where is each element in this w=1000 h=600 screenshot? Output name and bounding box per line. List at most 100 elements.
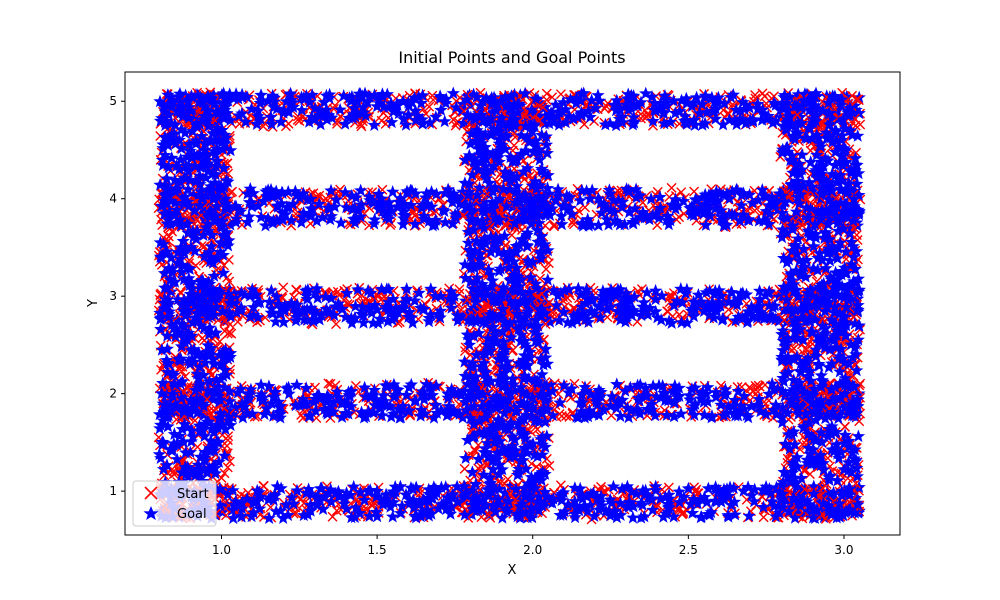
goal-point: [646, 503, 660, 516]
goal-point: [271, 297, 285, 310]
goal-point: [569, 499, 584, 512]
goal-point: [206, 392, 220, 406]
goal-point: [849, 491, 863, 504]
goal-point: [304, 504, 318, 517]
goal-point: [592, 385, 607, 398]
goal-point: [741, 410, 755, 424]
goal-point: [377, 388, 391, 402]
goal-point: [266, 409, 280, 422]
goal-point: [756, 500, 771, 513]
goal-point: [164, 284, 178, 298]
goal-point: [368, 298, 382, 311]
goal-point: [574, 287, 588, 301]
goal-point: [231, 386, 245, 399]
goal-point: [276, 511, 290, 524]
goal-point: [557, 378, 571, 392]
goal-point: [577, 500, 591, 514]
goal-point: [748, 482, 762, 496]
goal-point: [727, 481, 741, 494]
goal-point: [367, 118, 381, 131]
goal-point: [374, 401, 388, 415]
goal-point: [687, 309, 701, 323]
goal-point: [785, 497, 799, 510]
goal-point: [662, 488, 676, 501]
goal-point: [764, 486, 778, 499]
goal-point: [538, 485, 552, 498]
start-point: [260, 312, 271, 323]
goal-point: [667, 395, 681, 409]
goal-point: [543, 315, 557, 328]
goal-point: [434, 480, 448, 494]
goal-point: [406, 493, 420, 506]
goal-point: [685, 403, 699, 416]
goal-point: [197, 408, 211, 421]
goal-point: [561, 497, 575, 511]
goal-point: [744, 488, 759, 502]
goal-point: [593, 495, 607, 509]
start-point: [666, 182, 677, 193]
goal-point: [257, 407, 272, 421]
goal-point: [361, 283, 375, 297]
goal-point: [545, 496, 559, 509]
goal-point: [387, 377, 401, 391]
goal-point: [402, 403, 416, 417]
goal-point: [335, 410, 349, 423]
goal-point: [450, 495, 465, 508]
goal-point: [606, 479, 621, 493]
goal-point: [546, 408, 560, 422]
goal-point: [568, 510, 582, 524]
goal-point: [456, 410, 470, 424]
goal-point: [341, 406, 355, 420]
goal-point: [166, 393, 180, 407]
goal-point: [623, 380, 637, 394]
goal-point: [318, 402, 332, 415]
goal-point: [511, 489, 525, 503]
goal-point: [395, 499, 409, 512]
goal-point: [747, 494, 761, 508]
goal-point: [252, 485, 266, 499]
start-point: [750, 380, 761, 391]
goal-point: [310, 389, 324, 402]
goal-point: [613, 409, 628, 423]
goal-point: [412, 495, 426, 509]
goal-point: [394, 506, 408, 519]
goal-point: [653, 491, 668, 505]
start-point: [331, 319, 342, 330]
goal-point: [320, 389, 334, 402]
start-point: [325, 378, 336, 389]
goal-point: [618, 315, 633, 328]
goal-point: [591, 491, 605, 504]
goal-point: [624, 403, 638, 417]
goal-point: [632, 394, 647, 407]
goal-point: [260, 401, 274, 415]
goal-point: [492, 284, 506, 298]
goal-point: [717, 408, 731, 422]
goal-point: [319, 405, 333, 419]
goal-point: [299, 381, 313, 394]
goal-point: [416, 504, 430, 518]
start-point: [323, 378, 334, 389]
goal-point: [287, 497, 301, 510]
goal-point: [667, 509, 681, 523]
goal-point: [450, 479, 464, 493]
goal-point: [627, 289, 642, 303]
goal-point: [373, 395, 387, 409]
goal-point: [605, 495, 619, 509]
goal-point: [593, 310, 608, 324]
goal-point: [672, 381, 686, 394]
goal-point: [637, 295, 651, 309]
goal-point: [744, 399, 759, 413]
goal-point: [583, 387, 597, 401]
start-point: [454, 284, 465, 295]
goal-point: [765, 494, 779, 508]
goal-point: [769, 398, 783, 411]
goal-point: [503, 479, 517, 492]
goal-point: [759, 480, 773, 493]
goal-point: [731, 384, 745, 397]
goal-point: [389, 382, 403, 396]
goal-point: [657, 386, 671, 399]
goal-point: [268, 487, 282, 501]
goal-point: [580, 504, 595, 518]
goal-point: [444, 284, 458, 298]
